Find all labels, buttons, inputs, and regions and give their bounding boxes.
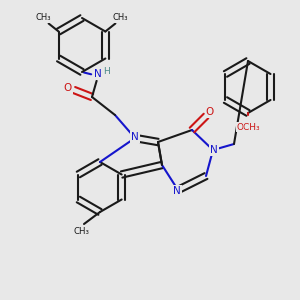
Text: N: N: [131, 132, 139, 142]
Text: N: N: [210, 145, 218, 155]
Text: CH₃: CH₃: [36, 13, 51, 22]
Text: CH₃: CH₃: [112, 13, 128, 22]
Text: N: N: [173, 186, 181, 196]
Text: O: O: [206, 107, 214, 117]
Text: OCH₃: OCH₃: [236, 122, 260, 131]
Text: CH₃: CH₃: [74, 227, 90, 236]
Text: O: O: [64, 83, 72, 93]
Text: H: H: [103, 68, 110, 76]
Text: N: N: [94, 69, 102, 79]
